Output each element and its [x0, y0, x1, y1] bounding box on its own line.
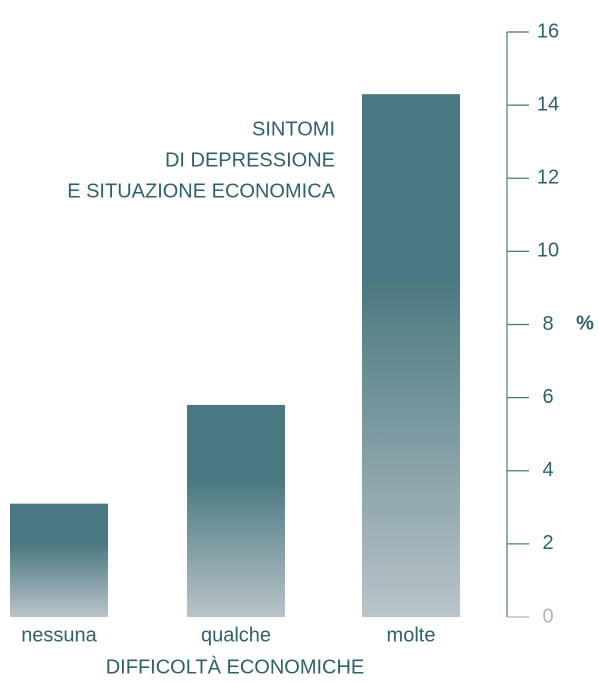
y-tick-label: 4: [542, 459, 553, 481]
y-tick-label: 8: [542, 313, 553, 335]
y-axis-title: %: [576, 312, 594, 334]
bar: [362, 94, 460, 617]
x-tick-label: molte: [387, 624, 436, 646]
y-tick-label: 10: [537, 240, 559, 262]
bar: [187, 404, 285, 617]
y-tick-label: 12: [537, 167, 559, 189]
chart-title: E SITUAZIONE ECONOMICA: [67, 180, 335, 202]
bar: [10, 503, 108, 617]
y-tick-label: 14: [537, 93, 559, 115]
x-tick-label: nessuna: [21, 624, 97, 646]
chart-title: DI DEPRESSIONE: [165, 149, 335, 171]
y-tick-label: 6: [542, 386, 553, 408]
x-axis-title: DIFFICOLTÀ ECONOMICHE: [106, 655, 365, 678]
y-tick-label: 0: [542, 605, 553, 627]
x-tick-label: qualche: [201, 624, 271, 646]
y-tick-label: 16: [537, 20, 559, 42]
chart-title: SINTOMI: [252, 118, 335, 140]
y-tick-label: 2: [542, 532, 553, 554]
